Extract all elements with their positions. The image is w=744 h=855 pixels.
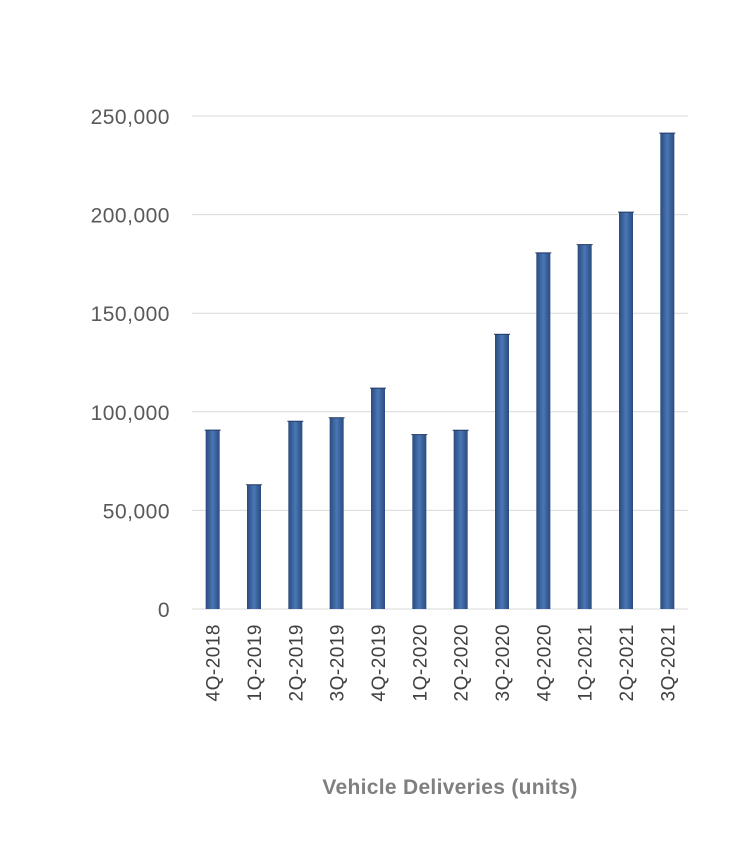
x-tick-label: 2Q-2019 xyxy=(286,624,307,701)
y-tick-label: 150,000 xyxy=(91,303,170,326)
y-tick-label: 200,000 xyxy=(91,205,170,228)
bar-4q-2019 xyxy=(371,388,385,609)
bar-4q-2018 xyxy=(205,430,220,609)
x-tick-label: 3Q-2020 xyxy=(493,624,514,701)
x-tick-label: 3Q-2019 xyxy=(328,624,349,701)
y-axis-tick-labels: 0 50,000 100,000 150,000 200,000 250,000 xyxy=(91,106,170,622)
y-tick-label: 250,000 xyxy=(91,106,170,129)
bar-4q-2020 xyxy=(536,252,551,609)
gridlines xyxy=(192,115,688,610)
x-tick-label: 2Q-2021 xyxy=(617,624,638,701)
bar-1q-2021 xyxy=(577,244,592,609)
x-tick-label: 1Q-2020 xyxy=(410,624,431,701)
x-tick-label: 4Q-2020 xyxy=(534,624,555,701)
x-axis-category-labels: 4Q-2018 1Q-2019 2Q-2019 3Q-2019 4Q-2019 1Q-20… xyxy=(204,624,680,701)
bar-3q-2019 xyxy=(329,417,344,609)
x-tick-label: 2Q-2020 xyxy=(452,624,473,701)
y-tick-label: 0 xyxy=(158,599,170,622)
x-tick-label: 4Q-2019 xyxy=(369,624,390,701)
bar-2q-2021 xyxy=(619,212,633,609)
bar-2q-2020 xyxy=(453,430,468,609)
bar-3q-2020 xyxy=(495,334,509,609)
y-tick-label: 50,000 xyxy=(103,500,170,523)
x-tick-label: 4Q-2018 xyxy=(204,624,225,701)
x-tick-label: 1Q-2019 xyxy=(245,624,266,701)
bar-3q-2021 xyxy=(660,133,675,609)
chart-title: Vehicle Deliveries (units) xyxy=(322,776,577,799)
x-tick-label: 1Q-2021 xyxy=(576,624,597,701)
bar-2q-2019 xyxy=(288,421,303,609)
bars xyxy=(204,132,676,609)
bar-1q-2020 xyxy=(412,434,427,609)
x-tick-label: 3Q-2021 xyxy=(658,624,679,701)
bar-1q-2019 xyxy=(247,484,261,609)
y-tick-label: 100,000 xyxy=(91,402,170,425)
